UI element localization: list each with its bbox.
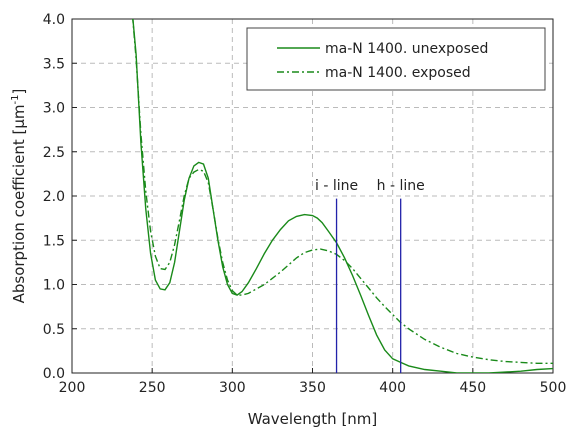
x-tick-label: 450 — [459, 380, 486, 396]
x-axis-title: Wavelength [nm] — [248, 410, 378, 428]
series-lines — [132, 19, 553, 373]
y-tick-label: 0.0 — [43, 366, 65, 382]
series-line-exposed — [132, 19, 553, 364]
x-tick-label: 500 — [540, 380, 567, 396]
y-tick-label: 3.0 — [43, 101, 65, 117]
y-axis-title-superscript: -1 — [10, 94, 21, 104]
annotation-label: i - line — [315, 178, 358, 194]
y-axis-title-main: Absorption coefficient [µm — [10, 104, 28, 303]
legend-label-exposed: ma-N 1400. exposed — [325, 65, 471, 81]
y-tick-label: 2.0 — [43, 189, 65, 205]
y-axis-title-end: ] — [10, 89, 28, 95]
annotations: i - line h - line — [315, 178, 425, 373]
annotation-label: h - line — [377, 178, 425, 194]
y-tick-label: 1.0 — [43, 278, 65, 294]
legend: ma-N 1400. unexposed ma-N 1400. exposed — [246, 27, 546, 91]
y-tick-label: 1.5 — [43, 233, 65, 249]
y-tick-label: 4.0 — [43, 12, 65, 28]
x-tick-label: 350 — [299, 380, 326, 396]
series-line-unexposed — [132, 19, 553, 373]
axis-ticks: 200 250 300 350 400 450 500 0.0 0.5 1.0 1.5 2.0 2.5 3… — [43, 12, 567, 396]
legend-box — [246, 27, 546, 91]
y-tick-label: 2.5 — [43, 145, 65, 161]
legend-label-unexposed: ma-N 1400. unexposed — [325, 41, 488, 57]
y-axis-title: Absorption coefficient [µm-1] — [10, 89, 28, 304]
y-tick-label: 3.5 — [43, 56, 65, 72]
x-tick-label: 250 — [139, 380, 166, 396]
y-tick-label: 0.5 — [43, 322, 65, 338]
x-tick-label: 300 — [219, 380, 246, 396]
x-tick-label: 400 — [379, 380, 406, 396]
x-tick-label: 200 — [59, 380, 86, 396]
